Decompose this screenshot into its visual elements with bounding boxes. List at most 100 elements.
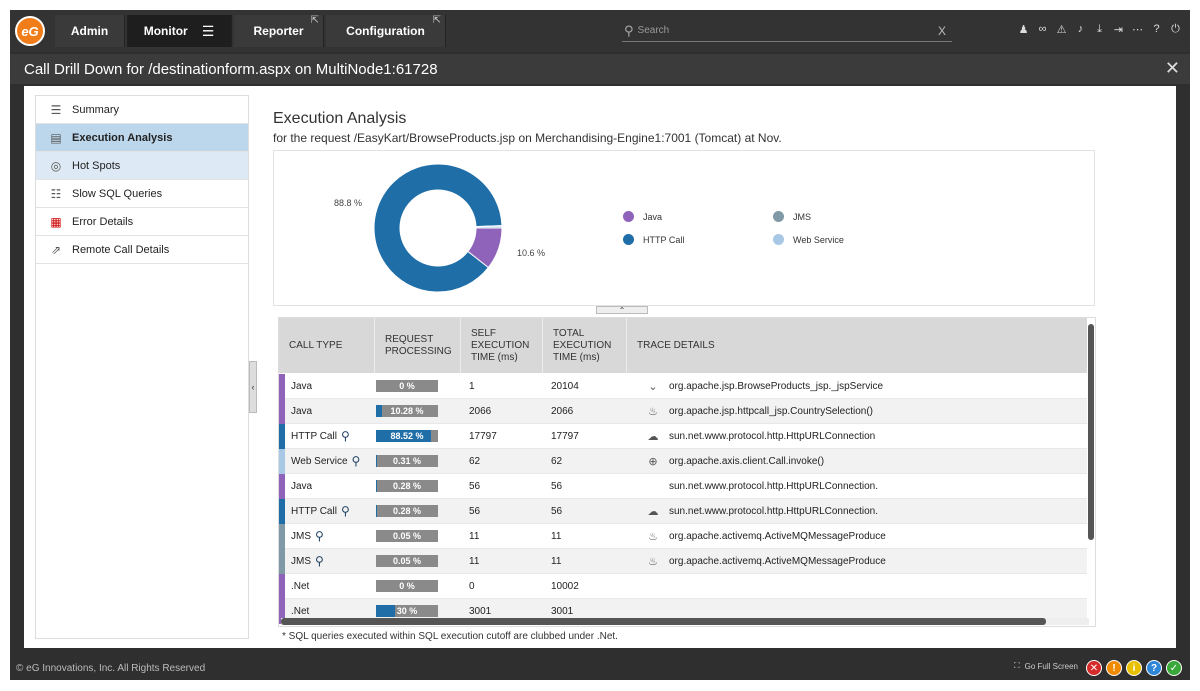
- sidebar-item-slow-sql[interactable]: ☷ Slow SQL Queries: [36, 180, 248, 208]
- legend-dot: [773, 234, 784, 245]
- sidebar-item-hot-spots[interactable]: ◎ Hot Spots: [36, 152, 248, 180]
- alerts-icon[interactable]: ⚠: [1056, 24, 1067, 36]
- table-row[interactable]: .Net 0 % 0 10002: [279, 573, 1087, 599]
- java-icon: ♨: [648, 530, 658, 543]
- cell-request-processing: 88.52 %: [373, 430, 459, 442]
- power-icon[interactable]: ⏻: [1171, 23, 1180, 35]
- help-icon[interactable]: ?: [1153, 23, 1160, 35]
- search-icon[interactable]: ⚲: [315, 529, 324, 543]
- horizontal-scrollbar[interactable]: [281, 618, 1089, 625]
- col-self-time[interactable]: SELF EXECUTION TIME (ms): [461, 318, 543, 373]
- cell-call-type: .Net: [279, 573, 373, 599]
- table-row[interactable]: HTTP Call ⚲ 0.28 % 56 56 ☁ sun.net.www.protoco…: [279, 498, 1087, 524]
- col-request-processing[interactable]: REQUEST PROCESSING: [375, 318, 461, 373]
- clear-search-button[interactable]: X: [937, 23, 946, 38]
- cell-trace-details[interactable]: ☁ sun.net.www.protocol.http.HttpURLConnec…: [625, 430, 1075, 443]
- pie-slice-web-service[interactable]: [475, 225, 503, 229]
- link-icon[interactable]: ∞: [1038, 23, 1047, 35]
- header-line: EXECUTION: [553, 339, 612, 351]
- table-row[interactable]: Java 10.28 % 2066 2066 ♨ org.apache.jsp.httpc…: [279, 398, 1087, 424]
- cell-trace-details[interactable]: sun.net.www.protocol.http.HttpURLConnect…: [625, 481, 1075, 492]
- nav-reporter[interactable]: Reporter ⇱: [234, 15, 324, 47]
- cell-trace-details[interactable]: ♨ org.apache.activemq.ActiveMQMessageProd…: [625, 555, 1075, 568]
- nav-configuration[interactable]: Configuration ⇱: [326, 15, 446, 47]
- legend-label: Web Service: [793, 234, 844, 245]
- go-full-screen-button[interactable]: ⛶ Go Full Screen: [1014, 661, 1078, 671]
- header-line: EXECUTION: [471, 339, 530, 351]
- external-link-icon: ⇱: [432, 15, 441, 26]
- col-trace-details-label: TRACE DETAILS: [637, 339, 715, 351]
- sidebar-item-summary[interactable]: ☰ Summary: [36, 96, 248, 124]
- search-icon[interactable]: ⚲: [351, 454, 361, 468]
- normal-status-icon[interactable]: ✓: [1166, 660, 1182, 676]
- sidebar-item-remote-call[interactable]: ⇗ Remote Call Details: [36, 236, 248, 264]
- processing-bar: 0.05 %: [376, 555, 438, 567]
- search-icon[interactable]: ⚲: [340, 429, 350, 443]
- col-trace-details[interactable]: TRACE DETAILS: [627, 318, 1087, 373]
- cell-request-processing: 0.05 %: [373, 530, 459, 542]
- col-total-time[interactable]: TOTAL EXECUTION TIME (ms): [543, 318, 627, 373]
- eg-logo[interactable]: eG: [15, 16, 45, 46]
- cell-trace-details[interactable]: ☁ sun.net.www.protocol.http.HttpURLConnec…: [625, 505, 1075, 518]
- bell-icon[interactable]: ♪: [1077, 23, 1084, 35]
- toggle-chart-handle[interactable]: ⌃: [596, 306, 648, 315]
- table-row[interactable]: Java 0 % 1 20104 ⌄ org.apache.jsp.BrowseProdu…: [279, 373, 1087, 399]
- cell-trace-details[interactable]: ⌄ org.apache.jsp.BrowseProducts_jsp._jspS…: [625, 380, 1075, 393]
- table-row[interactable]: Java 0.28 % 56 56 sun.net.www.protocol.http.…: [279, 473, 1087, 499]
- cell-request-processing: 0 %: [373, 580, 459, 592]
- nav-admin[interactable]: Admin: [55, 15, 125, 47]
- nav-configuration-label: Configuration: [346, 24, 425, 38]
- processing-bar-label: 10.28 %: [390, 406, 424, 416]
- nav-monitor[interactable]: Monitor ☰: [127, 15, 232, 47]
- search-icon[interactable]: ⚲: [315, 554, 324, 568]
- table-row[interactable]: HTTP Call ⚲ 88.52 % 17797 17797 ☁ sun.net.www.…: [279, 423, 1087, 449]
- sidebar: ☰ Summary ▤ Execution Analysis ◎ Hot Spots …: [35, 95, 249, 639]
- table-row[interactable]: JMS ⚲ 0.05 % 11 11 ♨ org.apache.activemq.Activ…: [279, 523, 1087, 549]
- sidebar-item-execution-analysis[interactable]: ▤ Execution Analysis: [36, 124, 248, 152]
- logout-icon[interactable]: ⇥: [1113, 24, 1124, 36]
- legend-label: HTTP Call: [643, 234, 685, 245]
- legend-jms[interactable]: JMS: [773, 211, 811, 222]
- cell-request-processing: 0.31 %: [373, 455, 459, 467]
- copyright-text: © eG Innovations, Inc. All Rights Reserv…: [16, 662, 206, 674]
- user-icon[interactable]: ♟: [1018, 24, 1029, 36]
- cell-call-type: Java: [279, 398, 373, 424]
- col-call-type[interactable]: CALL TYPE: [279, 318, 375, 373]
- vertical-scrollbar[interactable]: [1088, 324, 1094, 540]
- close-icon[interactable]: ✕: [1164, 58, 1180, 78]
- horizontal-scroll-thumb[interactable]: [281, 618, 1046, 625]
- download-icon[interactable]: ⤓: [1097, 23, 1102, 35]
- table-row[interactable]: Web Service ⚲ 0.31 % 62 62 ⊕ org.apache.axis.c…: [279, 448, 1087, 474]
- menu-icon[interactable]: ☰: [201, 22, 215, 39]
- collapse-sidebar-handle[interactable]: ‹: [249, 361, 257, 413]
- cell-total-time: 56: [551, 505, 563, 517]
- sidebar-item-label: Summary: [72, 103, 120, 116]
- processing-bar-label: 0.28 %: [392, 481, 422, 491]
- more-icon[interactable]: ⋯: [1132, 24, 1143, 36]
- cell-trace-details[interactable]: ♨ org.apache.jsp.httpcall_jsp.CountrySele…: [625, 405, 1075, 418]
- sidebar-item-label: Execution Analysis: [72, 131, 173, 144]
- pie-label-java: 10.6 %: [517, 248, 546, 258]
- critical-status-icon[interactable]: ✕: [1086, 660, 1102, 676]
- sidebar-item-error-details[interactable]: ▦ Error Details: [36, 208, 248, 236]
- minor-status-icon[interactable]: i: [1126, 660, 1142, 676]
- cell-trace-details[interactable]: ⊕ org.apache.axis.client.Call.invoke(): [625, 455, 1075, 468]
- processing-bar-label: 30 %: [396, 606, 418, 616]
- search-input[interactable]: ⚲ Search X: [622, 20, 952, 42]
- cell-self-time: 17797: [469, 430, 497, 442]
- legend-label: JMS: [793, 211, 811, 222]
- call-type-color-mark: [279, 598, 285, 624]
- major-status-icon[interactable]: !: [1106, 660, 1122, 676]
- pie-label-http: 88.8 %: [334, 198, 363, 208]
- table-row[interactable]: JMS ⚲ 0.05 % 11 11 ♨ org.apache.activemq.Activ…: [279, 548, 1087, 574]
- cell-call-type: Java: [279, 373, 373, 399]
- pie-slice-http-call[interactable]: [373, 163, 503, 293]
- cell-trace-details[interactable]: ♨ org.apache.activemq.ActiveMQMessageProd…: [625, 530, 1075, 543]
- legend-web-service[interactable]: Web Service: [773, 234, 844, 245]
- search-icon[interactable]: ⚲: [340, 504, 350, 518]
- sidebar-item-label: Remote Call Details: [72, 243, 170, 256]
- legend-http-call[interactable]: HTTP Call: [623, 234, 684, 245]
- legend-java[interactable]: Java: [623, 211, 662, 222]
- header-line: TIME (ms): [471, 351, 518, 363]
- unknown-status-icon[interactable]: ?: [1146, 660, 1162, 676]
